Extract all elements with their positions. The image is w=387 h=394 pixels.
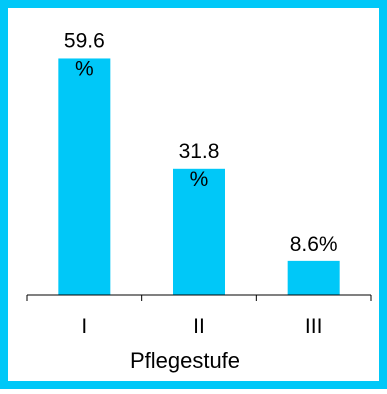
data-label-I: 59.6: [64, 29, 105, 52]
x-tick-label-II: II: [193, 315, 205, 338]
bar-II: [173, 168, 225, 295]
x-axis-tick-labels: I II III: [81, 315, 322, 338]
data-labels-group: 59.6% 31.8% 8.6%: [64, 29, 338, 255]
bar-I: [58, 58, 111, 296]
x-tick-label-III: III: [305, 315, 323, 338]
data-label-III: 8.6%: [290, 233, 338, 256]
x-tick-label-I: I: [81, 315, 87, 338]
bars-group: [58, 58, 340, 296]
x-axis-ticks: [26, 295, 372, 301]
data-label-II: %: [190, 168, 209, 191]
data-label-I: %: [75, 57, 94, 80]
bar-III: [287, 260, 340, 295]
data-label-II: 31.8: [179, 140, 220, 163]
x-axis-title: Pflegestufe: [130, 348, 240, 373]
